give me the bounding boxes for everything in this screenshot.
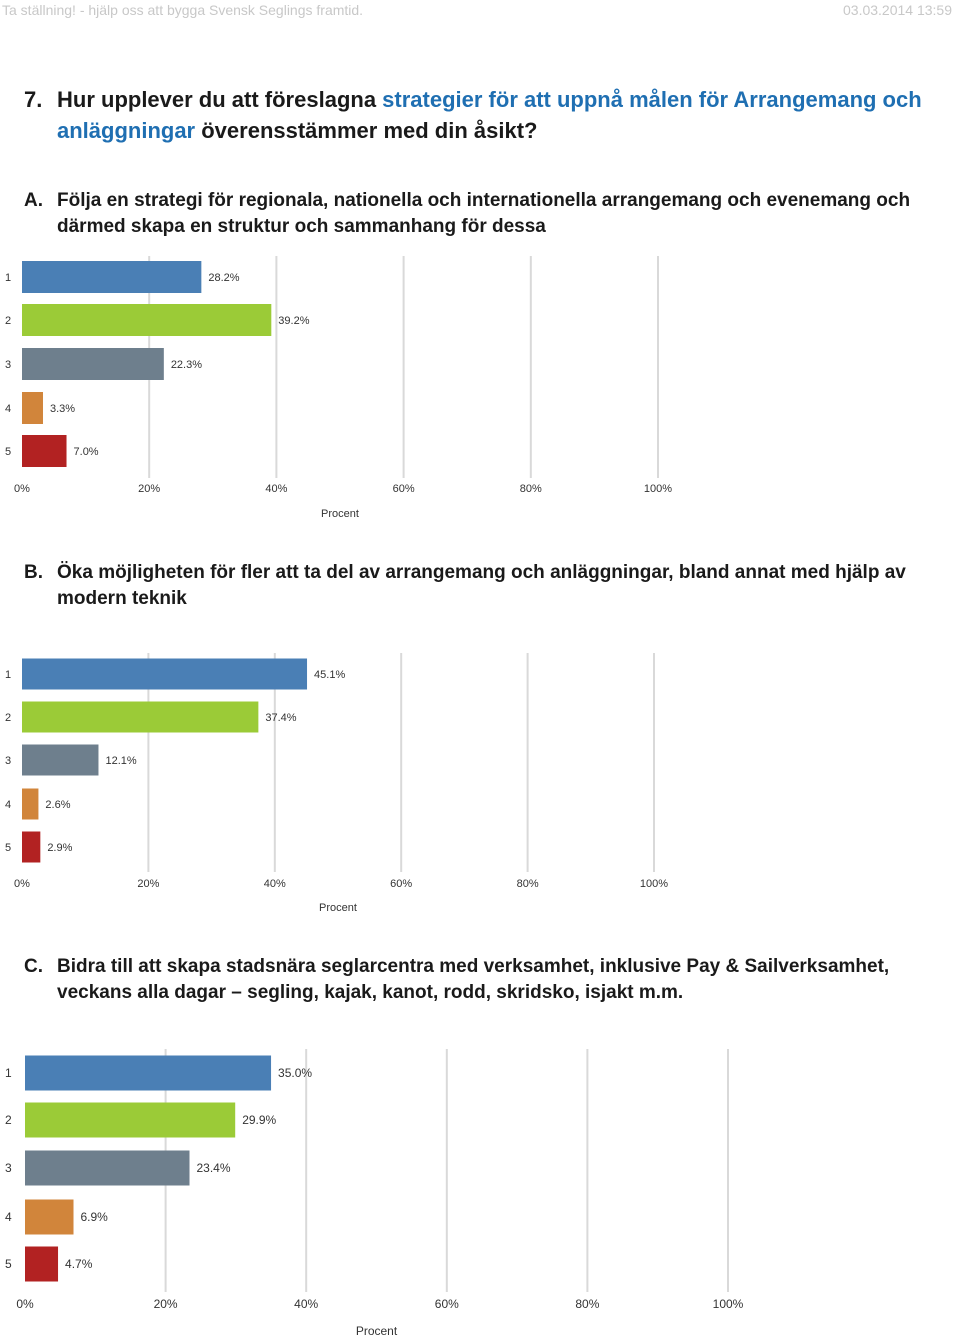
question-text: Hur upplever du att föreslagna strategie… xyxy=(57,84,952,146)
category-label: 4 xyxy=(5,799,11,811)
category-label: 4 xyxy=(5,403,11,415)
x-axis-label: Procent xyxy=(356,1324,398,1336)
section-text: Följa en strategi för regionala, natione… xyxy=(57,190,911,237)
chart-b: 1 45.1% 2 37.4% 3 12.1% 4 2.6% 5 2.9% 0% 20% 40% 60% 8… xyxy=(5,653,668,914)
header-title: Ta ställning! - hjälp oss att bygga Sven… xyxy=(2,2,364,18)
section-letter: C. xyxy=(24,956,43,977)
category-label: 2 xyxy=(5,315,11,327)
bar-4 xyxy=(22,788,39,820)
x-axis-label: Procent xyxy=(321,508,359,520)
category-label: 5 xyxy=(5,842,11,854)
category-label: 1 xyxy=(5,669,11,681)
bar-5 xyxy=(22,435,67,467)
bar-3 xyxy=(22,744,99,776)
category-label: 2 xyxy=(5,1113,12,1127)
value-label: 3.3% xyxy=(50,403,75,415)
section-letter: B. xyxy=(24,562,43,583)
category-label: 1 xyxy=(5,272,11,284)
chart-a: 1 28.2% 2 39.2% 3 22.3% 4 3.3% 5 7.0% 0% 20% 40% 60% 8… xyxy=(5,256,672,520)
question-text-before: Hur upplever du att föreslagna xyxy=(57,87,383,112)
tick-label: 80% xyxy=(575,1297,599,1311)
category-label: 3 xyxy=(5,359,11,371)
bar-5 xyxy=(25,1246,59,1282)
category-label: 3 xyxy=(5,755,11,767)
tick-label: 100% xyxy=(713,1297,744,1311)
bar-3 xyxy=(22,348,164,380)
tick-label: 80% xyxy=(517,878,539,890)
value-label: 28.2% xyxy=(208,272,239,284)
value-label: 45.1% xyxy=(314,669,345,681)
value-label: 23.4% xyxy=(197,1161,231,1175)
tick-label: 80% xyxy=(520,483,542,495)
category-label: 3 xyxy=(5,1161,12,1175)
question-text-after: överensstämmer med din åsikt? xyxy=(195,118,538,143)
bar-2 xyxy=(22,701,259,733)
value-label: 2.9% xyxy=(47,842,72,854)
value-label: 12.1% xyxy=(105,755,136,767)
bar-3 xyxy=(25,1150,190,1186)
value-label: 7.0% xyxy=(74,446,99,458)
bar-4 xyxy=(22,392,43,424)
question-number: 7. xyxy=(24,87,43,112)
header-timestamp: 03.03.2014 13:59 xyxy=(843,2,952,18)
tick-label: 0% xyxy=(16,1297,34,1311)
tick-label: 0% xyxy=(14,878,30,890)
value-label: 4.7% xyxy=(65,1257,93,1271)
category-label: 1 xyxy=(5,1066,12,1080)
value-label: 6.9% xyxy=(81,1210,109,1224)
bar-1 xyxy=(22,658,308,690)
tick-label: 60% xyxy=(393,483,415,495)
question-highlight: strategier för att uppnå målen för Arran… xyxy=(57,87,922,143)
tick-label: 100% xyxy=(644,483,672,495)
page-header: Ta ställning! - hjälp oss att bygga Sven… xyxy=(0,0,960,22)
tick-label: 60% xyxy=(390,878,412,890)
x-axis-label: Procent xyxy=(319,902,357,914)
chart-c: 1 35.0% 2 29.9% 3 23.4% 4 6.9% 5 4.7% 0% 20% 40% 60% 8… xyxy=(5,1049,744,1336)
section-text: Öka möjligheten för fler att ta del av a… xyxy=(57,562,906,609)
category-label: 2 xyxy=(5,712,11,724)
tick-label: 20% xyxy=(138,483,160,495)
tick-label: 20% xyxy=(137,878,159,890)
value-label: 29.9% xyxy=(242,1113,276,1127)
value-label: 39.2% xyxy=(278,315,309,327)
value-label: 37.4% xyxy=(265,712,296,724)
tick-label: 60% xyxy=(435,1297,459,1311)
tick-label: 100% xyxy=(640,878,668,890)
tick-label: 40% xyxy=(265,483,287,495)
section-text: Bidra till att skapa stadsnära seglarcen… xyxy=(57,956,890,1003)
tick-label: 0% xyxy=(14,483,30,495)
bar-2 xyxy=(22,304,272,336)
value-label: 2.6% xyxy=(45,799,70,811)
tick-label: 40% xyxy=(294,1297,318,1311)
tick-label: 40% xyxy=(264,878,286,890)
value-label: 22.3% xyxy=(171,359,202,371)
category-label: 5 xyxy=(5,1257,12,1271)
bar-4 xyxy=(25,1199,74,1235)
value-label: 35.0% xyxy=(278,1066,312,1080)
bar-5 xyxy=(22,831,41,863)
category-label: 4 xyxy=(5,1210,12,1224)
category-label: 5 xyxy=(5,446,11,458)
bar-1 xyxy=(22,261,202,293)
bar-2 xyxy=(25,1102,236,1138)
tick-label: 20% xyxy=(154,1297,178,1311)
bar-1 xyxy=(25,1055,272,1091)
section-letter: A. xyxy=(24,190,43,211)
